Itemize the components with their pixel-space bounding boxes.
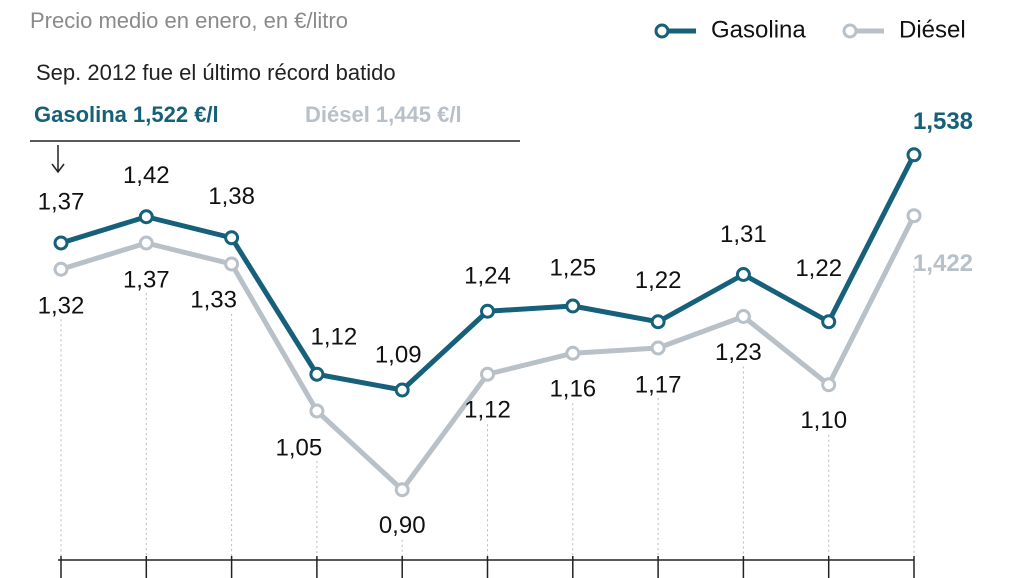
legend-label: Gasolina [711,16,806,43]
point [906,208,922,224]
point [565,298,581,314]
data-label: 1,37 [38,188,85,215]
point [906,147,922,163]
point [735,267,751,282]
point [650,314,666,330]
annotation: Gasolina 1,522 €/l [34,102,219,127]
data-label: 0,90 [379,512,426,539]
data-label: 1,16 [549,376,596,403]
data-label: 1,33 [190,286,237,313]
annotation: Sep. 2012 fue el último récord batido [36,60,396,85]
point [735,309,751,324]
point [224,230,240,246]
data-label: 1,23 [715,339,762,366]
legend-marker [654,23,670,39]
point [394,482,410,498]
data-label: 1,22 [795,255,842,282]
data-label: 1,25 [549,254,596,281]
data-label: 1,37 [123,266,170,293]
data-label: 1,31 [720,221,767,248]
point [53,261,69,277]
point [480,303,495,319]
data-label: 1,24 [464,263,511,290]
data-label: 1,422 [913,250,973,277]
annotation-arrow [51,145,65,174]
point [480,366,495,382]
point [394,382,410,398]
data-label: 1,42 [123,162,170,189]
point [565,345,581,361]
point [309,366,325,382]
annotation: Diésel 1,445 €/l [305,102,462,127]
point [821,314,837,330]
series-line [60,214,917,493]
point [138,209,154,225]
data-label: 1,22 [635,267,682,294]
data-label: 1,12 [311,324,358,351]
point [650,340,666,356]
data-label: 1,17 [635,371,682,398]
point [224,256,240,272]
data-label: 1,538 [913,108,973,135]
data-label: 1,10 [800,407,847,434]
data-label: 1,38 [208,183,255,210]
point [53,235,69,251]
chart-subtitle: Precio medio en enero, en €/litro [30,8,348,33]
point [309,403,325,419]
data-label: 1,12 [464,397,511,424]
data-label: 1,09 [375,341,422,368]
legend-marker [842,23,858,39]
point [821,377,837,393]
point [138,235,154,251]
data-label: 1,05 [276,434,323,461]
data-label: 1,32 [38,293,85,320]
legend-label: Diésel [899,16,966,43]
